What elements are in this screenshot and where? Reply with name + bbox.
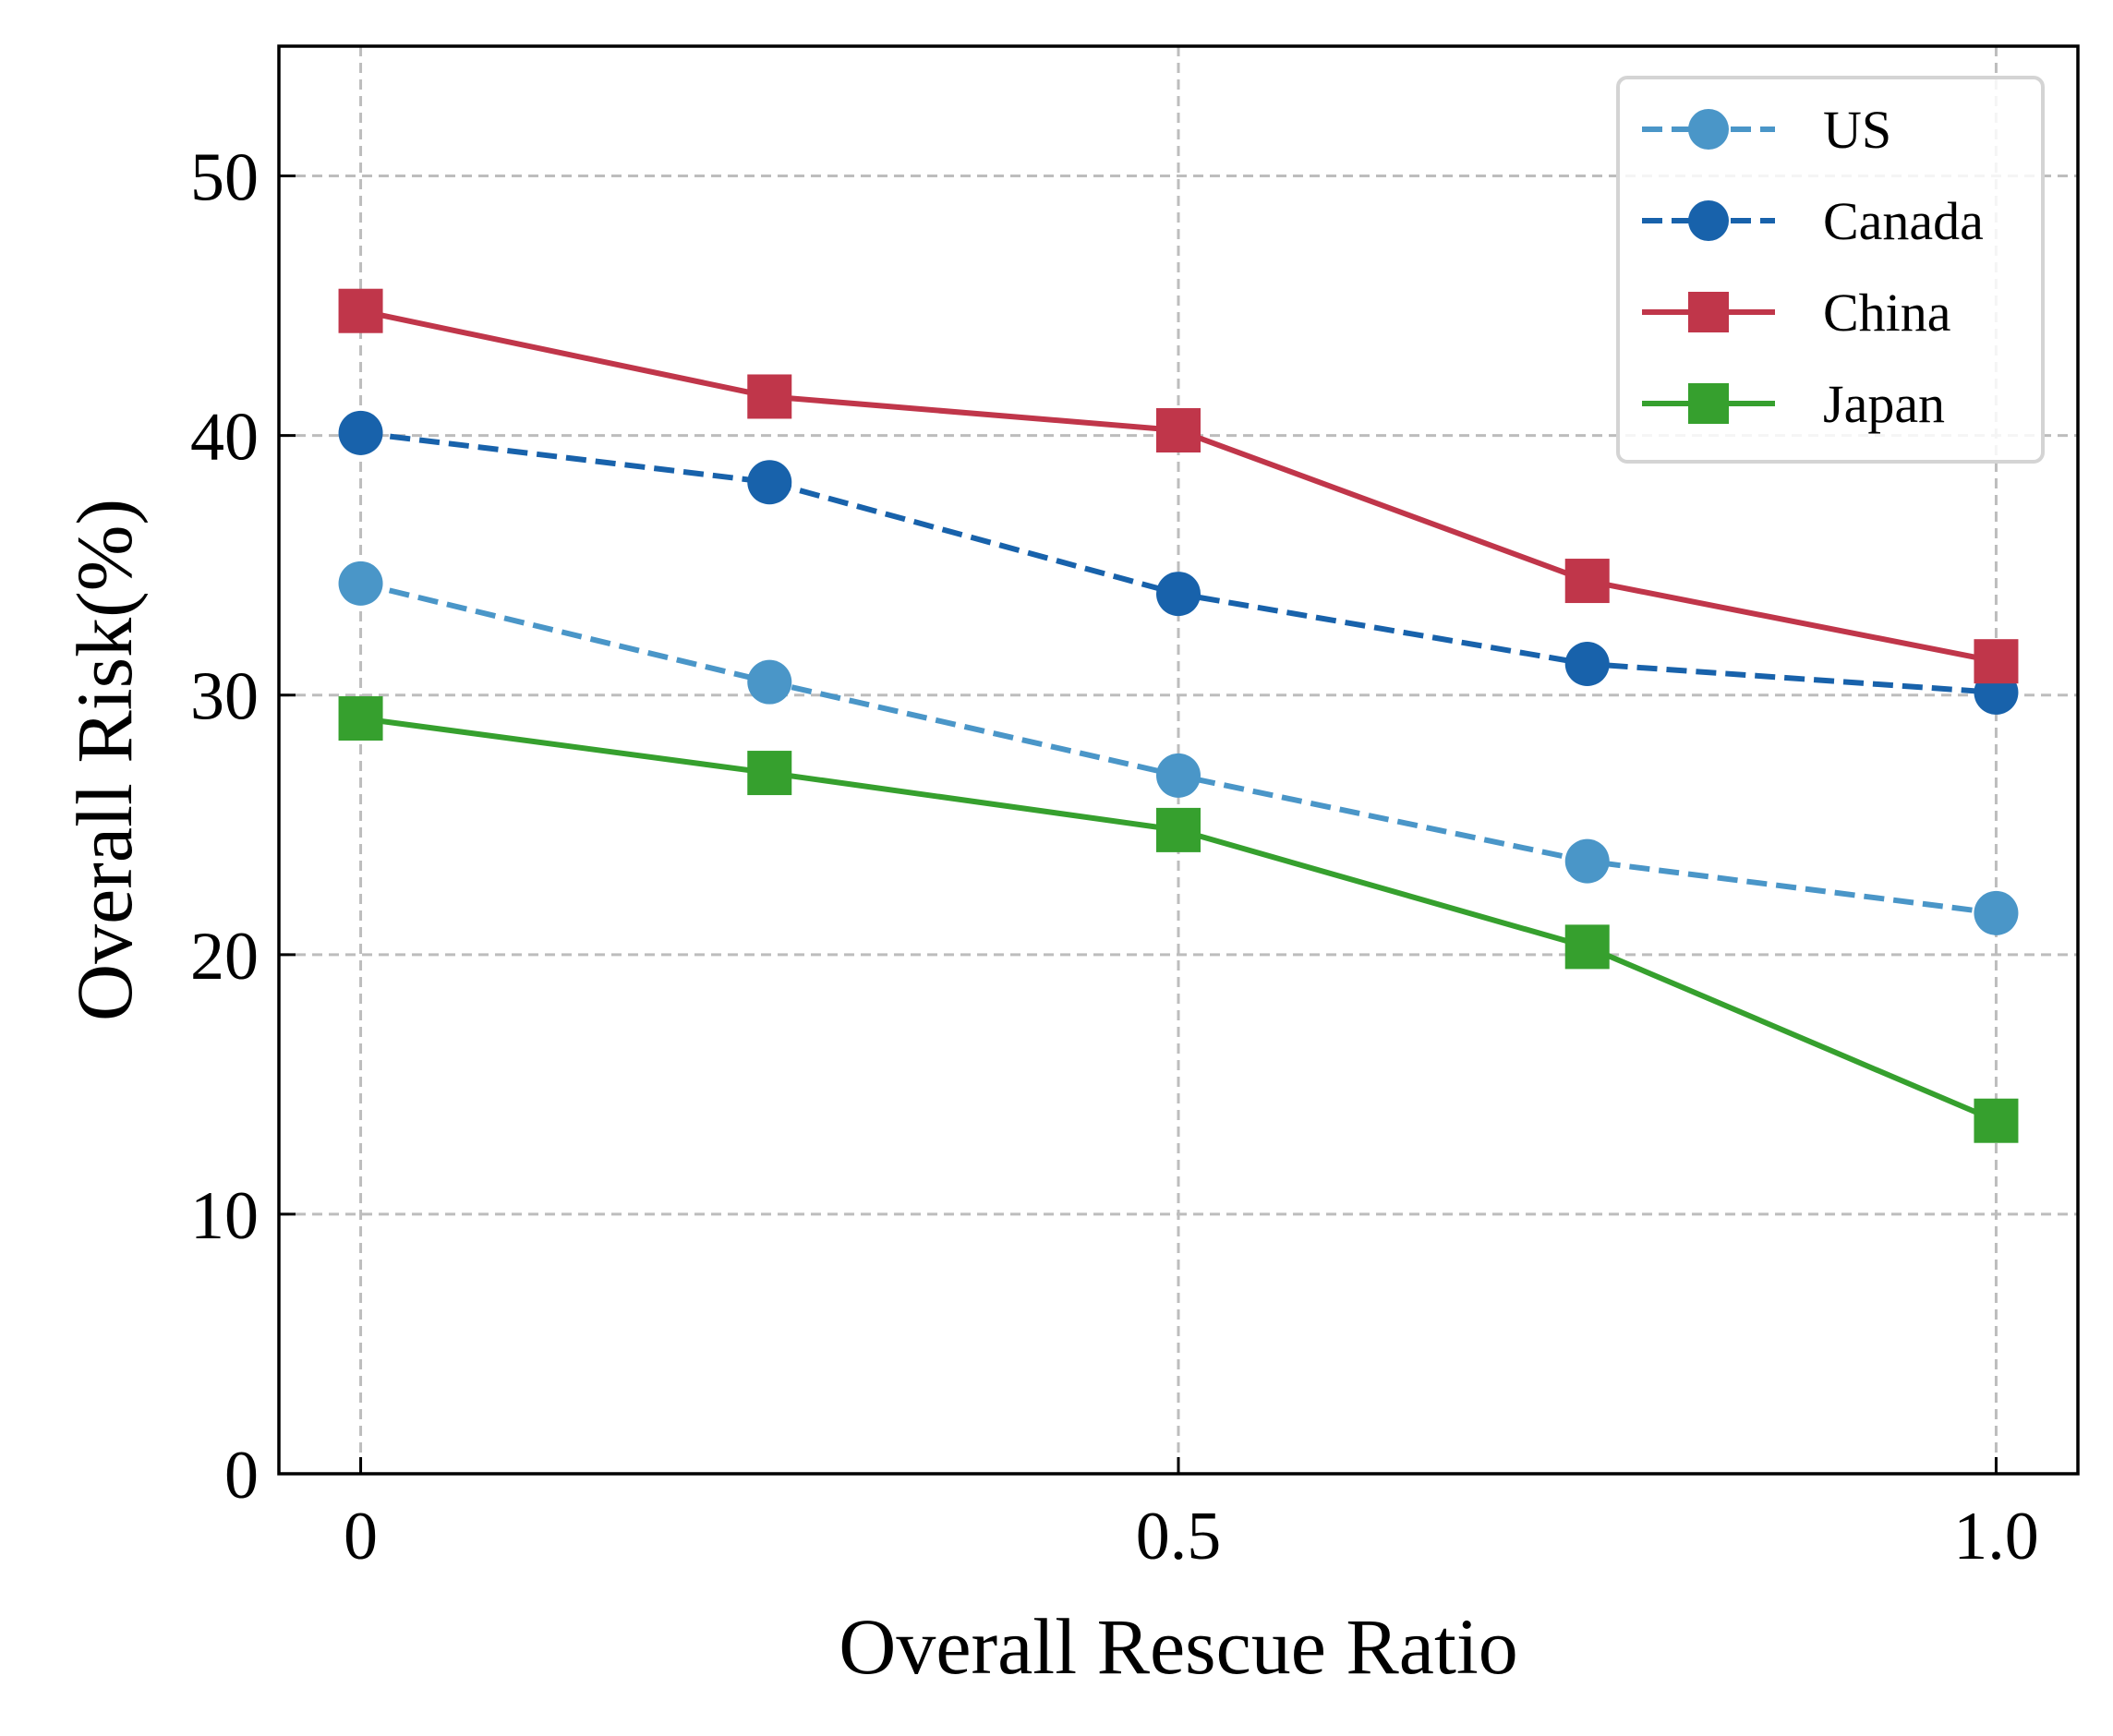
- series-japan: [338, 696, 2019, 1143]
- data-point-us: [1974, 890, 2019, 935]
- legend-label: China: [1823, 283, 1951, 343]
- y-tick-label: 30: [190, 659, 259, 735]
- legend: US Canada China Japan: [1616, 76, 2045, 464]
- series-china: [338, 288, 2019, 684]
- legend-marker: [1688, 109, 1729, 150]
- data-point-japan: [1974, 1098, 2019, 1143]
- data-point-china: [747, 374, 792, 419]
- data-point-canada: [1564, 641, 1610, 686]
- x-tick-label: 0: [344, 1499, 378, 1574]
- legend-marker: [1688, 383, 1729, 424]
- x-tick-label: 1.0: [1953, 1499, 2039, 1574]
- data-point-china: [338, 288, 383, 333]
- legend-item-canada: Canada: [1642, 191, 1984, 251]
- series-layer: [338, 288, 2019, 1143]
- legend-label: Japan: [1823, 374, 1945, 434]
- x-tick-label: 0.5: [1136, 1499, 1222, 1574]
- y-tick-label: 0: [224, 1438, 259, 1513]
- legend-marker: [1688, 292, 1729, 332]
- data-point-china: [1974, 639, 2019, 684]
- y-tick-label: 50: [190, 140, 259, 216]
- data-point-china: [1564, 559, 1610, 604]
- data-point-us: [1156, 753, 1201, 798]
- y-axis-title: Overall Risk(%): [60, 499, 149, 1021]
- legend-item-china: China: [1642, 283, 1951, 343]
- data-point-canada: [338, 410, 383, 455]
- data-point-japan: [1156, 807, 1201, 852]
- data-point-us: [338, 561, 383, 606]
- data-point-japan: [1564, 924, 1610, 970]
- legend-label: US: [1823, 100, 1891, 160]
- y-tick-label: 20: [190, 919, 259, 995]
- y-tick-label: 40: [190, 400, 259, 476]
- y-tick-label: 10: [190, 1178, 259, 1254]
- legend-item-us: US: [1642, 100, 1891, 160]
- x-axis-title: Overall Rescue Ratio: [839, 1602, 1518, 1691]
- data-point-canada: [747, 460, 792, 505]
- data-point-us: [747, 659, 792, 705]
- data-point-canada: [1156, 572, 1201, 617]
- data-point-japan: [747, 751, 792, 796]
- legend-item-japan: Japan: [1642, 374, 1945, 434]
- legend-marker: [1688, 200, 1729, 241]
- legend-label: Canada: [1823, 191, 1984, 251]
- ticks: 0 0.5 1.0 0 10 20 30 40 50: [190, 140, 2039, 1574]
- data-point-japan: [338, 696, 383, 741]
- series-us: [338, 561, 2019, 935]
- legend-box: [1616, 76, 2045, 464]
- data-point-us: [1564, 838, 1610, 884]
- data-point-china: [1156, 408, 1201, 453]
